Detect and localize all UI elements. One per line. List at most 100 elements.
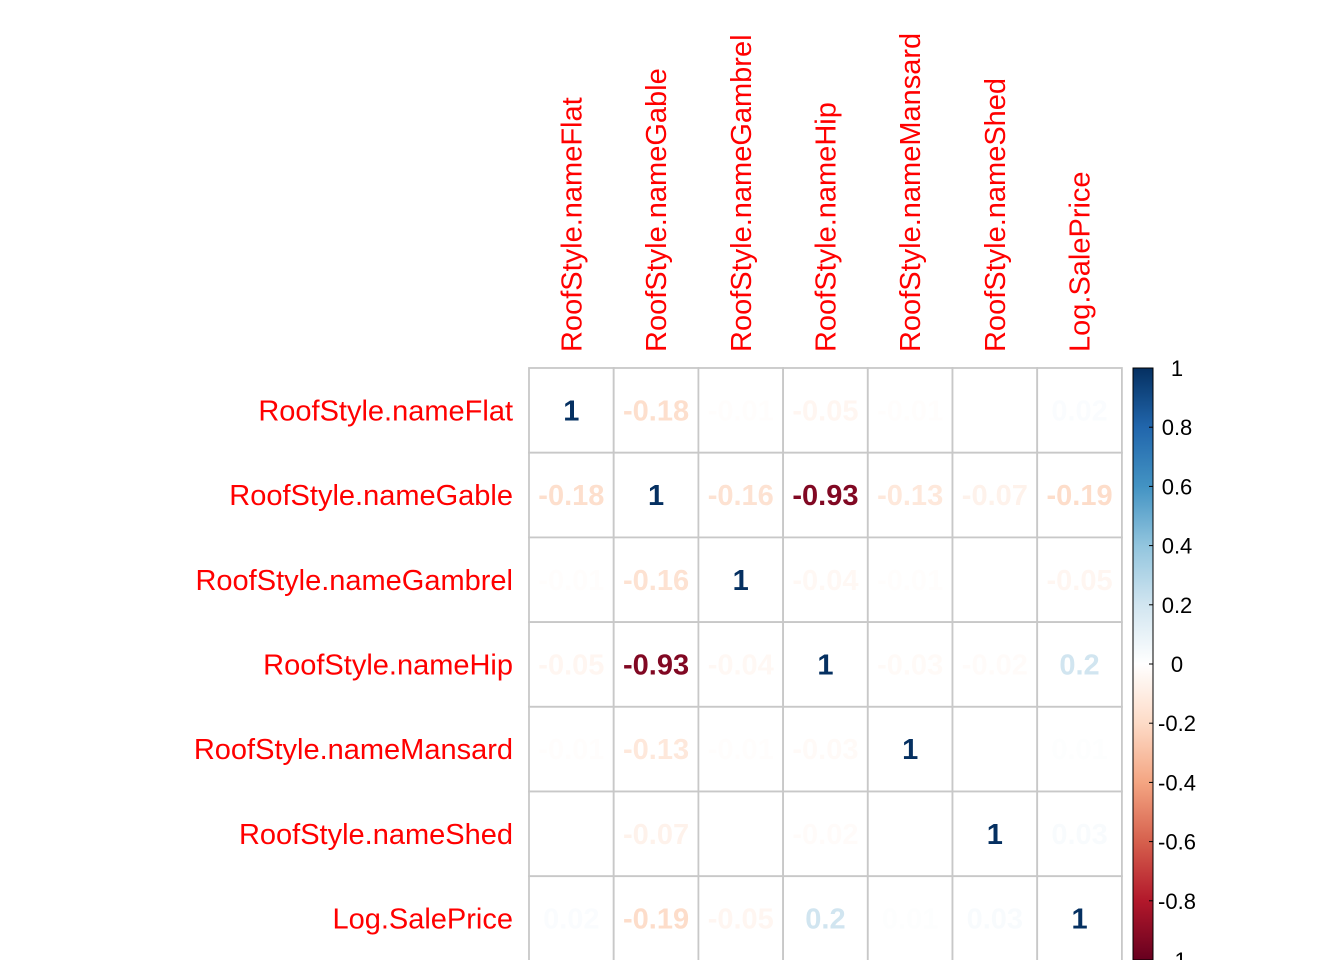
column-label: RoofStyle.nameShed: [980, 78, 1012, 352]
coefficient-label: 1: [1071, 904, 1087, 936]
coefficient-label: -0.16: [708, 480, 774, 512]
colorbar-tick-label: 0.8: [1162, 415, 1193, 440]
matrix-cell: [697, 875, 785, 960]
matrix-cell: [697, 451, 785, 539]
column-label: RoofStyle.nameFlat: [556, 97, 588, 352]
matrix-cell: [866, 451, 954, 539]
coefficient-label: -0.05: [538, 649, 604, 681]
matrix-cell: [612, 875, 700, 960]
matrix-cell: [866, 536, 954, 624]
colorbar-tick-label: -0.4: [1158, 770, 1196, 795]
matrix-cell: [528, 705, 615, 793]
coefficient-label: 0: [733, 819, 749, 851]
coefficient-label: -0.93: [792, 480, 858, 512]
row-label: RoofStyle.nameFlat: [258, 395, 513, 427]
coefficient-label: 1: [648, 480, 664, 512]
coefficient-label: -0.93: [623, 649, 689, 681]
coefficient-label: 0: [902, 819, 918, 851]
coefficient-label: -0.19: [623, 904, 689, 936]
row-labels: RoofStyle.nameFlat RoofStyle.nameGable Roo…: [194, 395, 513, 935]
colorbar-tick-label: 0.4: [1162, 534, 1193, 559]
coefficient-label: 1: [733, 565, 749, 597]
colorbar-tick-label: 1: [1171, 356, 1183, 381]
matrix-cell: [697, 367, 785, 454]
coefficient-label: 0.2: [805, 904, 845, 936]
coefficient-label: -0.05: [1046, 565, 1112, 597]
coefficient-label: 0.01: [1051, 734, 1107, 766]
colorbar-tick-label: 0: [1171, 652, 1183, 677]
coefficient-label: 1: [987, 819, 1003, 851]
coefficient-label: -0.13: [623, 734, 689, 766]
colorbar-tick-label: -0.6: [1158, 830, 1196, 855]
matrix-cell: [612, 536, 700, 624]
matrix-cell: [1036, 621, 1123, 708]
matrix-cell: [528, 621, 615, 708]
coefficient-label: -0.19: [1046, 480, 1112, 512]
column-labels: RoofStyle.nameFlat RoofStyle.nameGable Roo…: [556, 33, 1096, 352]
coefficient-label: 0.03: [1051, 819, 1107, 851]
matrix-cell: [951, 536, 1039, 624]
coefficient-label: -0.03: [877, 649, 943, 681]
coefficient-label: -0.04: [792, 565, 858, 597]
matrix-cell: [697, 536, 785, 624]
row-label: RoofStyle.nameGable: [229, 480, 513, 512]
matrix-cell: [612, 790, 700, 878]
row-label: RoofStyle.nameMansard: [194, 734, 513, 766]
row-label: Log.SalePrice: [332, 904, 513, 936]
matrix-cell: [1036, 790, 1123, 878]
coefficient-label: 0: [563, 819, 579, 851]
coefficient-label: -0.18: [538, 480, 604, 512]
coefficient-label: -0.07: [623, 819, 689, 851]
coefficient-label: -0.07: [962, 480, 1028, 512]
correlation-cells: 1 -0.18 -0.01 -0.05 -0.01 0 0.02 -0.18 1 -0.16 -0.…: [528, 367, 1123, 960]
column-label: RoofStyle.nameGambrel: [726, 34, 758, 352]
row-label: RoofStyle.nameGambrel: [195, 565, 513, 597]
coefficient-label: -0.02: [962, 649, 1028, 681]
coefficient-label: -0.01: [708, 395, 774, 427]
coefficient-label: -0.05: [708, 904, 774, 936]
matrix-cell: [866, 875, 954, 960]
matrix-cell: [1036, 875, 1123, 960]
row-label: RoofStyle.nameHip: [263, 649, 513, 681]
matrix-cell: [866, 790, 954, 878]
coefficient-label: -0.05: [792, 395, 858, 427]
colorbar-tick-label: -1: [1167, 948, 1187, 960]
coefficient-label: 0: [987, 734, 1003, 766]
coefficient-label: 0.2: [1059, 649, 1099, 681]
matrix-cell: [612, 367, 700, 454]
matrix-cell: [951, 367, 1039, 454]
matrix-cell: [528, 451, 615, 539]
coefficient-label: -0.01: [538, 565, 604, 597]
matrix-cell: [697, 705, 785, 793]
colorbar-tick-label: -0.8: [1158, 889, 1196, 914]
matrix-cell: [782, 536, 869, 624]
color-legend: 1 0.8 0.6 0.4 0.2 0 -0.2 -0.4 -0.6 -0.8 -1: [1132, 356, 1196, 960]
coefficient-label: -0.01: [877, 395, 943, 427]
coefficient-label: 0: [987, 395, 1003, 427]
coefficient-label: 1: [817, 649, 833, 681]
coefficient-label: 0.02: [1051, 395, 1107, 427]
coefficient-label: -0.18: [623, 395, 689, 427]
matrix-cell: [528, 367, 615, 454]
coefficient-label: -0.01: [708, 734, 774, 766]
coefficient-label: 0.01: [882, 904, 938, 936]
coefficient-label: 0: [987, 565, 1003, 597]
coefficient-label: -0.13: [877, 480, 943, 512]
row-label: RoofStyle.nameShed: [239, 819, 513, 851]
coefficient-label: -0.16: [623, 565, 689, 597]
colorbar-tick-label: 0.6: [1162, 474, 1193, 499]
matrix-cell: [1036, 536, 1123, 624]
colorbar-tick-label: 0.2: [1162, 593, 1193, 618]
coefficient-label: 1: [902, 734, 918, 766]
coefficient-label: 0.02: [543, 904, 599, 936]
column-label: RoofStyle.nameHip: [810, 102, 842, 352]
column-label: Log.SalePrice: [1065, 171, 1097, 352]
coefficient-label: -0.03: [792, 734, 858, 766]
matrix-cell: [951, 621, 1039, 708]
coefficient-label: 1: [563, 395, 579, 427]
coefficient-label: -0.01: [877, 565, 943, 597]
matrix-cell: [612, 621, 700, 708]
colorbar-tick-label: -0.2: [1158, 711, 1196, 736]
coefficient-label: -0.01: [538, 734, 604, 766]
coefficient-label: 0.03: [967, 904, 1023, 936]
